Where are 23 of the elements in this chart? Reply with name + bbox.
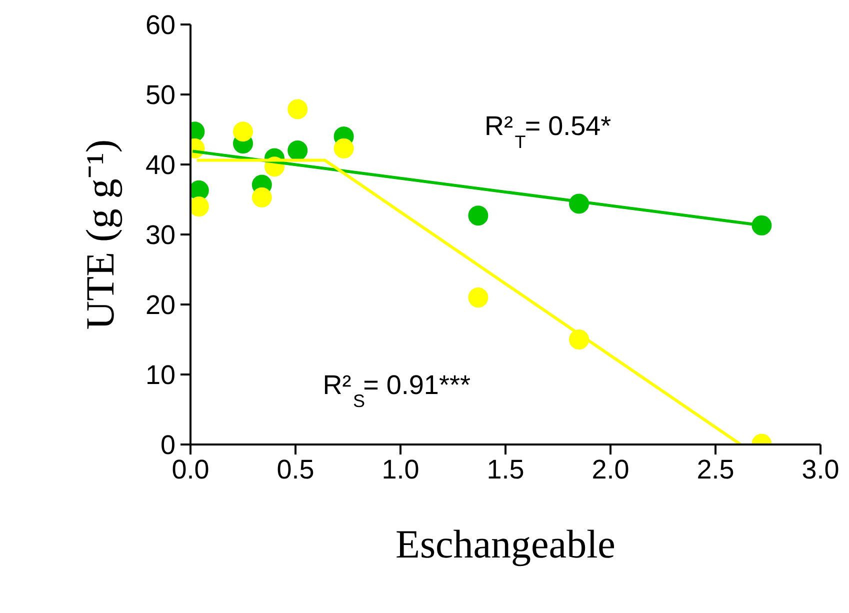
x-tick-label: 3.0: [802, 454, 840, 484]
y-tick-label: 40: [145, 150, 176, 180]
y-tick-label: 60: [145, 10, 176, 40]
x-axis-title: Eschangeable: [396, 522, 616, 566]
point: [288, 99, 308, 120]
y-tick-label: 20: [145, 290, 176, 320]
x-tick-label: 0.5: [276, 454, 314, 484]
x-tick-label: 2.5: [696, 454, 734, 484]
y-tick-label: 30: [145, 220, 176, 250]
x-tick-label: 1.5: [486, 454, 524, 484]
point: [190, 196, 209, 216]
y-axis-title: UTE (g g⁻¹): [77, 139, 122, 330]
point: [334, 138, 354, 158]
point: [468, 206, 488, 226]
point: [752, 215, 772, 236]
x-tick-label: 2.0: [592, 454, 630, 484]
point: [288, 140, 308, 160]
y-tick-label: 10: [145, 360, 176, 390]
point: [468, 288, 488, 308]
point: [252, 187, 272, 208]
y-tick-label: 50: [145, 80, 176, 110]
x-tick-label: 1.0: [382, 454, 420, 484]
point: [233, 122, 253, 142]
